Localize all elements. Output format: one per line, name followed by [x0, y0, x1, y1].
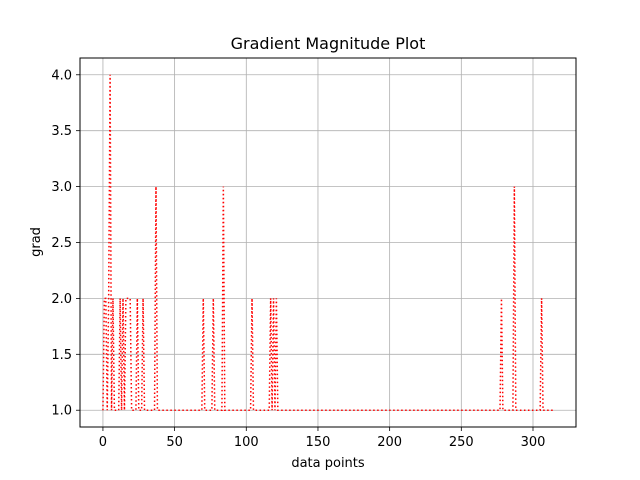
y-tick-label: 3.5	[51, 124, 72, 139]
y-tick-label: 2.0	[51, 292, 72, 307]
x-axis: 0 50 100 150 200 250 300	[99, 427, 546, 450]
x-tick-label: 0	[99, 435, 107, 450]
x-tick-label: 200	[377, 435, 402, 450]
y-axis: 1.0 1.5 2.0 2.5 3.0 3.5 4.0	[51, 68, 80, 419]
x-tick-label: 300	[521, 435, 546, 450]
x-tick-label: 100	[234, 435, 259, 450]
y-tick-label: 1.5	[51, 348, 72, 363]
y-tick-label: 4.0	[51, 68, 72, 83]
y-tick-label: 2.5	[51, 236, 72, 251]
x-axis-label: data points	[291, 456, 365, 471]
x-tick-label: 50	[166, 435, 183, 450]
x-tick-label: 250	[449, 435, 474, 450]
x-tick-label: 150	[306, 435, 331, 450]
grid	[80, 58, 576, 427]
y-tick-label: 1.0	[51, 404, 72, 419]
chart-title: Gradient Magnitude Plot	[231, 34, 426, 53]
y-tick-label: 3.0	[51, 180, 72, 195]
y-axis-label: grad	[29, 227, 44, 257]
